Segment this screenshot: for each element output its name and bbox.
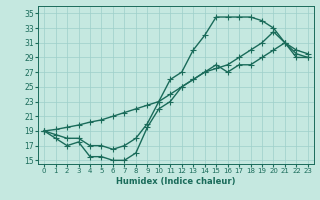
X-axis label: Humidex (Indice chaleur): Humidex (Indice chaleur) xyxy=(116,177,236,186)
